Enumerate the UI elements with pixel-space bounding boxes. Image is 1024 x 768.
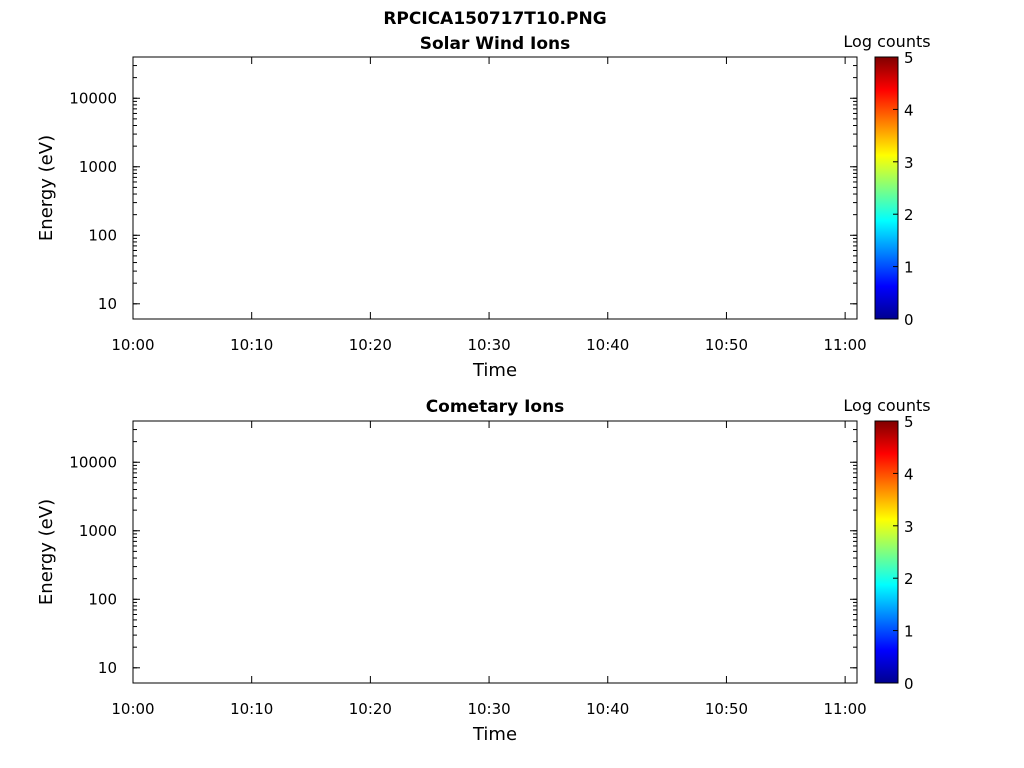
colorbar-tick-label: 4 [904, 101, 914, 119]
y-tick-label: 10 [98, 659, 117, 677]
x-axis-label-solar-wind: Time [472, 360, 517, 381]
x-tick-label: 10:30 [467, 700, 510, 718]
x-tick-label: 11:00 [824, 700, 867, 718]
colorbar-label-solar-wind: Log counts [843, 32, 930, 51]
colorbar-tick-label: 2 [904, 570, 914, 588]
plot-frame-solar-wind [132, 56, 858, 320]
x-tick-label: 10:00 [111, 336, 154, 354]
colorbar-tick-label: 3 [904, 518, 914, 536]
panel-solar-wind: Solar Wind Ions 10:00 10:10 10:20 10:30 10:4… [36, 32, 931, 381]
panel-title-solar-wind: Solar Wind Ions [420, 34, 571, 54]
colorbar-cometary [874, 420, 899, 684]
colorbar-tick-label: 1 [904, 623, 914, 641]
x-tick-label: 10:30 [467, 336, 510, 354]
x-tick-label: 11:00 [824, 336, 867, 354]
y-tick-label: 1000 [79, 522, 117, 540]
y-axis-label-solar-wind: Energy (eV) [36, 135, 57, 241]
colorbar-tick-label: 5 [904, 413, 914, 431]
x-tick-label: 10:50 [705, 336, 748, 354]
y-tick-label: 100 [88, 226, 117, 244]
colorbar-tick-label: 2 [904, 206, 914, 224]
y-tick-label: 1000 [79, 158, 117, 176]
y-tick-label: 10 [98, 295, 117, 313]
axis-ticks-cometary: 10:00 10:10 10:20 10:30 10:40 10:50 11:00 10 100… [69, 420, 867, 718]
x-tick-label: 10:50 [705, 700, 748, 718]
y-axis-label-cometary: Energy (eV) [36, 499, 57, 605]
x-tick-label: 10:10 [230, 700, 273, 718]
figure-title: RPCICA150717T10.PNG [383, 9, 606, 29]
x-tick-label: 10:40 [586, 700, 629, 718]
x-tick-label: 10:40 [586, 336, 629, 354]
colorbar-tick-label: 5 [904, 49, 914, 67]
panel-title-cometary: Cometary Ions [426, 397, 565, 417]
x-tick-label: 10:10 [230, 336, 273, 354]
axis-ticks-solar-wind: 10:00 10:10 10:20 10:30 10:40 10:50 11:00 10 100… [69, 56, 867, 354]
colorbar-tick-label: 3 [904, 154, 914, 172]
panel-cometary: Cometary Ions 10:00 10:10 10:20 10:30 10:40 1… [36, 396, 931, 745]
y-tick-label: 10000 [69, 89, 117, 107]
x-tick-label: 10:20 [349, 700, 392, 718]
colorbar-tick-label: 4 [904, 465, 914, 483]
colorbar-tick-label: 0 [904, 675, 914, 693]
colorbar-tick-label: 1 [904, 259, 914, 277]
x-tick-label: 10:00 [111, 700, 154, 718]
plot-frame-cometary [132, 420, 858, 684]
colorbar-ticks-solar-wind: 0 1 2 3 4 5 [893, 49, 914, 329]
colorbar-label-cometary: Log counts [843, 396, 930, 415]
colorbar-ticks-cometary: 0 1 2 3 4 5 [893, 413, 914, 693]
y-tick-label: 10000 [69, 453, 117, 471]
x-axis-label-cometary: Time [472, 724, 517, 745]
colorbar-tick-label: 0 [904, 311, 914, 329]
y-tick-label: 100 [88, 590, 117, 608]
colorbar-solar-wind [874, 56, 899, 320]
x-tick-label: 10:20 [349, 336, 392, 354]
